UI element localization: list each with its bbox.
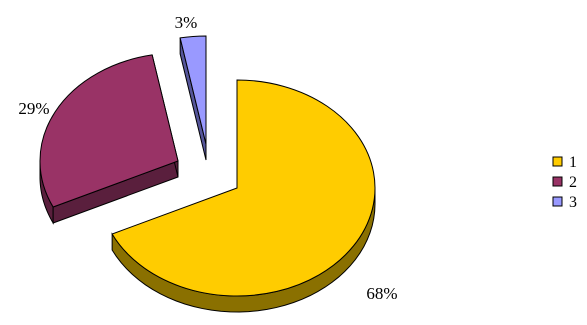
data-label-3: 3% xyxy=(175,13,198,32)
pie-slices xyxy=(39,35,376,313)
data-label-1: 68% xyxy=(366,284,397,303)
legend-label-2: 2 xyxy=(569,174,577,191)
legend-item-3: 3 xyxy=(552,194,577,211)
legend-swatch-3 xyxy=(552,196,563,207)
pie-data-labels: 68% 29% 3% xyxy=(18,13,397,303)
legend-item-1: 1 xyxy=(552,154,577,171)
pie-slice-2-top xyxy=(39,54,179,208)
pie-slice-1 xyxy=(111,79,376,313)
legend: 1 2 3 xyxy=(552,154,577,211)
legend-label-1: 1 xyxy=(569,154,577,171)
pie-slice-2 xyxy=(39,54,179,225)
legend-label-3: 3 xyxy=(569,194,577,211)
pie-slice-1-top xyxy=(111,79,376,297)
pie-slice-3-top xyxy=(179,35,207,145)
pie-slice-3 xyxy=(179,35,207,161)
legend-item-2: 2 xyxy=(552,174,577,191)
legend-swatch-1 xyxy=(552,156,563,167)
data-label-2: 29% xyxy=(18,99,49,118)
legend-swatch-2 xyxy=(552,176,563,187)
